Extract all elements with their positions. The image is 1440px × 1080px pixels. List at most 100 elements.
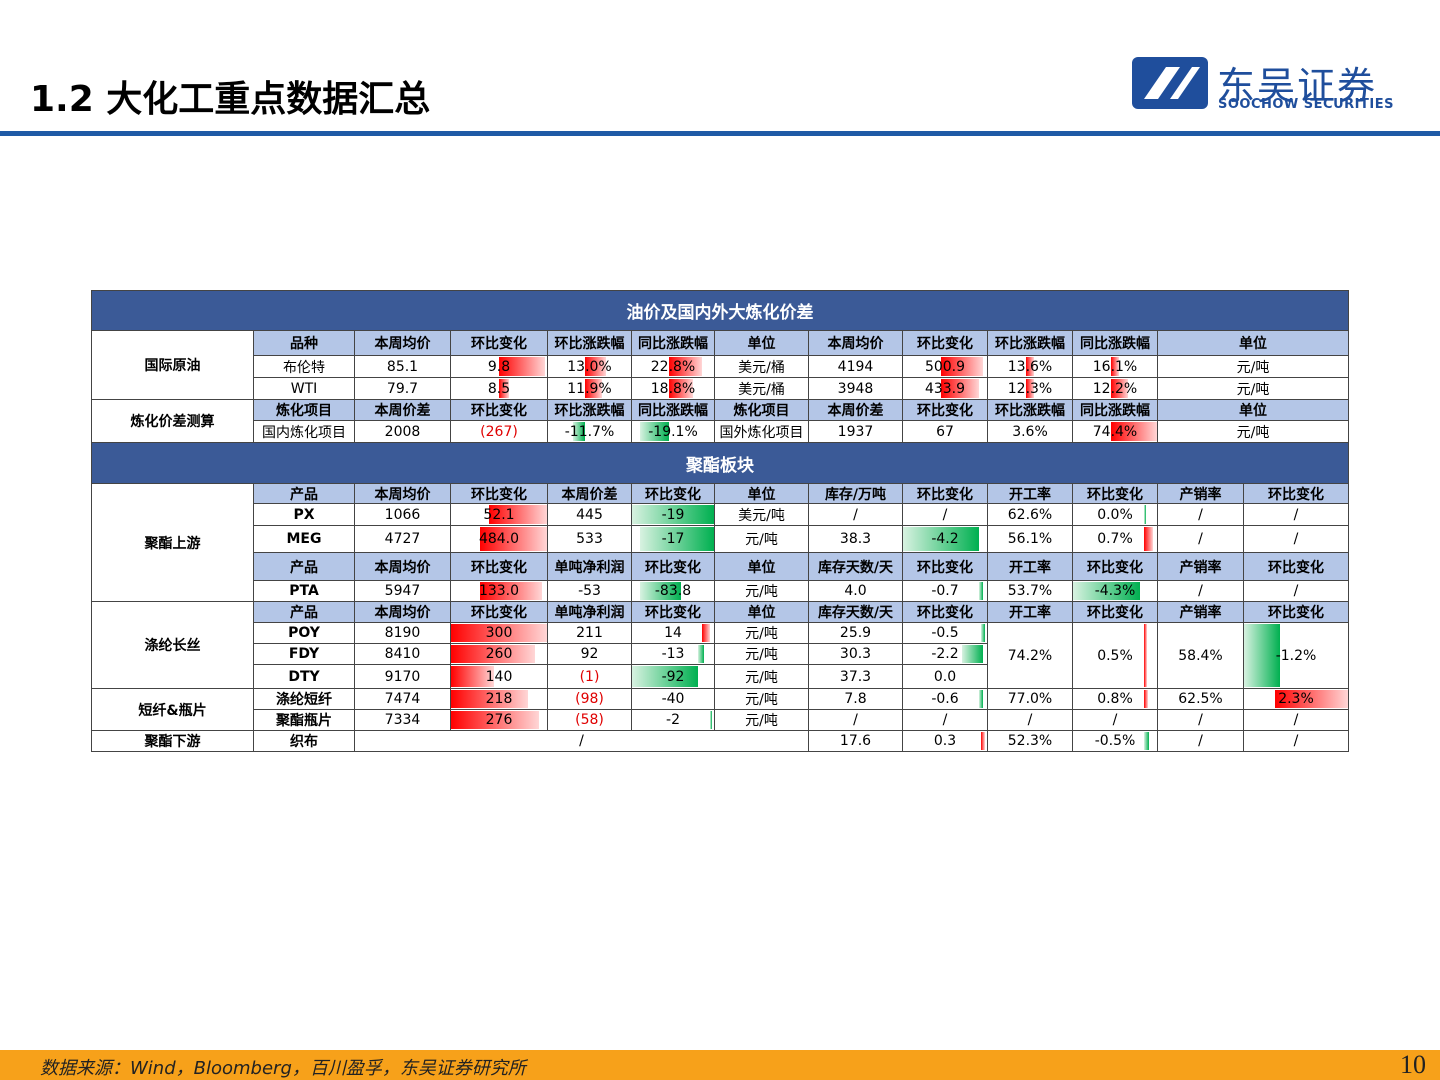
data-bar <box>451 690 528 708</box>
cell-text: 4.0 <box>844 583 867 599</box>
table-cell: PX <box>254 504 355 526</box>
table-cell: -4.3% <box>1073 581 1158 602</box>
cell-text: 52.3% <box>1007 733 1053 749</box>
cell-text: 85.1 <box>386 358 419 375</box>
cell-text: 环比变化 <box>471 559 527 576</box>
cell-text: / <box>1027 712 1033 728</box>
cell-text: 环比变化 <box>471 605 527 621</box>
table-cell: 484.0 <box>451 526 548 553</box>
table-cell: 140 <box>451 665 548 689</box>
table-cell: PTA <box>254 581 355 602</box>
header-cell: 同比涨跌幅 <box>1073 400 1158 421</box>
cell-text: 484.0 <box>478 531 520 547</box>
cell-text: WTI <box>290 380 318 397</box>
cell-text: 环比变化 <box>1268 559 1324 576</box>
header-cell: 环比变化 <box>1073 602 1158 623</box>
cell-text: 环比变化 <box>1087 559 1143 576</box>
cell-text: -17 <box>661 531 685 547</box>
header-cell: 环比变化 <box>1244 484 1349 504</box>
table-cell: 533 <box>548 526 632 553</box>
logo-subtext: SOOCHOW SECURITIES <box>1218 97 1394 112</box>
cell-text: 环比涨跌幅 <box>995 336 1065 352</box>
cell-text: 开工率 <box>1009 486 1051 503</box>
cell-text: 本周均价 <box>374 559 431 576</box>
cell-text: 8190 <box>384 625 421 641</box>
table-cell: / <box>1158 581 1244 602</box>
table-cell: -53 <box>548 581 632 602</box>
header-cell: 单位 <box>715 553 809 581</box>
table-cell: 国内炼化项目 <box>254 421 355 443</box>
cell-text: DTY <box>288 668 320 685</box>
table-cell: 300 <box>451 623 548 644</box>
cell-text: 炼化项目 <box>276 403 332 419</box>
group-label: 国际原油 <box>91 331 254 400</box>
header-cell: 产销率 <box>1158 602 1244 623</box>
cell-text: / <box>1198 531 1203 547</box>
cell-text: 元/吨 <box>745 692 778 708</box>
cell-text: 元/吨 <box>745 584 778 600</box>
table-cell: / <box>355 731 809 752</box>
header-cell: 本周价差 <box>809 400 903 421</box>
table-cell: 13.6% <box>988 356 1073 378</box>
cell-text: 140 <box>485 668 513 685</box>
cell-text: 37.3 <box>839 668 872 685</box>
table-cell: 美元/桶 <box>715 356 809 378</box>
table-cell: -11.7% <box>548 421 632 443</box>
cell-text: 同比涨跌幅 <box>1080 336 1150 352</box>
header-cell: 本周均价 <box>809 331 903 356</box>
data-bar <box>978 690 983 708</box>
table-cell: 445 <box>548 504 632 526</box>
cell-text: 油价及国内外大炼化价差 <box>626 303 814 323</box>
data-bar <box>585 379 602 398</box>
header-cell: 本周价差 <box>548 484 632 504</box>
data-bar <box>697 645 705 663</box>
table-cell: -92 <box>632 665 715 689</box>
cell-text: -11.7% <box>564 423 615 440</box>
cell-text: 美元/桶 <box>738 359 785 376</box>
cell-text: 单位 <box>747 605 776 621</box>
data-bar <box>1025 357 1035 376</box>
table-cell: / <box>1073 710 1158 731</box>
table-cell: WTI <box>254 378 355 400</box>
data-bar <box>499 357 546 376</box>
cell-text: 同比涨跌幅 <box>638 336 708 352</box>
table-cell: 1937 <box>809 421 903 443</box>
cell-text: 元/吨 <box>1236 381 1270 398</box>
table-cell: 13.0% <box>548 356 632 378</box>
cell-text: 12.2% <box>1092 380 1138 397</box>
cell-text: 52.1 <box>483 506 515 523</box>
table-cell: 67 <box>903 421 988 443</box>
cell-text: 元/吨 <box>1236 424 1270 441</box>
table-cell: 元/吨 <box>715 689 809 710</box>
table-cell: / <box>1158 731 1244 752</box>
cell-text: 环比变化 <box>1087 605 1143 621</box>
data-bar <box>585 357 607 376</box>
cell-text: 环比变化 <box>917 336 973 352</box>
table-cell: / <box>1244 581 1349 602</box>
table-cell: 12.3% <box>988 378 1073 400</box>
data-bar <box>1025 379 1035 398</box>
cell-text: -0.5 <box>931 625 959 641</box>
cell-text: 445 <box>576 506 603 523</box>
cell-text: 53.7% <box>1007 583 1053 599</box>
table-cell: -0.5% <box>1073 731 1158 752</box>
header-cell: 同比涨跌幅 <box>632 331 715 356</box>
cell-text: -19 <box>661 506 685 523</box>
cell-text: / <box>579 733 584 749</box>
cell-text: 单位 <box>747 486 776 503</box>
table-cell: 500.9 <box>903 356 988 378</box>
data-bar <box>640 582 682 600</box>
header-cell: 环比变化 <box>451 484 548 504</box>
header-cell: 开工率 <box>988 553 1073 581</box>
group-label: 短纤&瓶片 <box>91 689 254 731</box>
cell-text: -13 <box>661 646 685 662</box>
cell-text: -2 <box>666 712 680 728</box>
header-cell: 环比变化 <box>1244 602 1349 623</box>
page-number: 10 <box>1400 1050 1426 1079</box>
cell-text: 11.9% <box>567 380 612 397</box>
cell-text: POY <box>288 625 320 641</box>
cell-text: 本周价差 <box>827 403 884 419</box>
data-bar <box>940 357 983 376</box>
data-bar <box>1110 379 1128 398</box>
